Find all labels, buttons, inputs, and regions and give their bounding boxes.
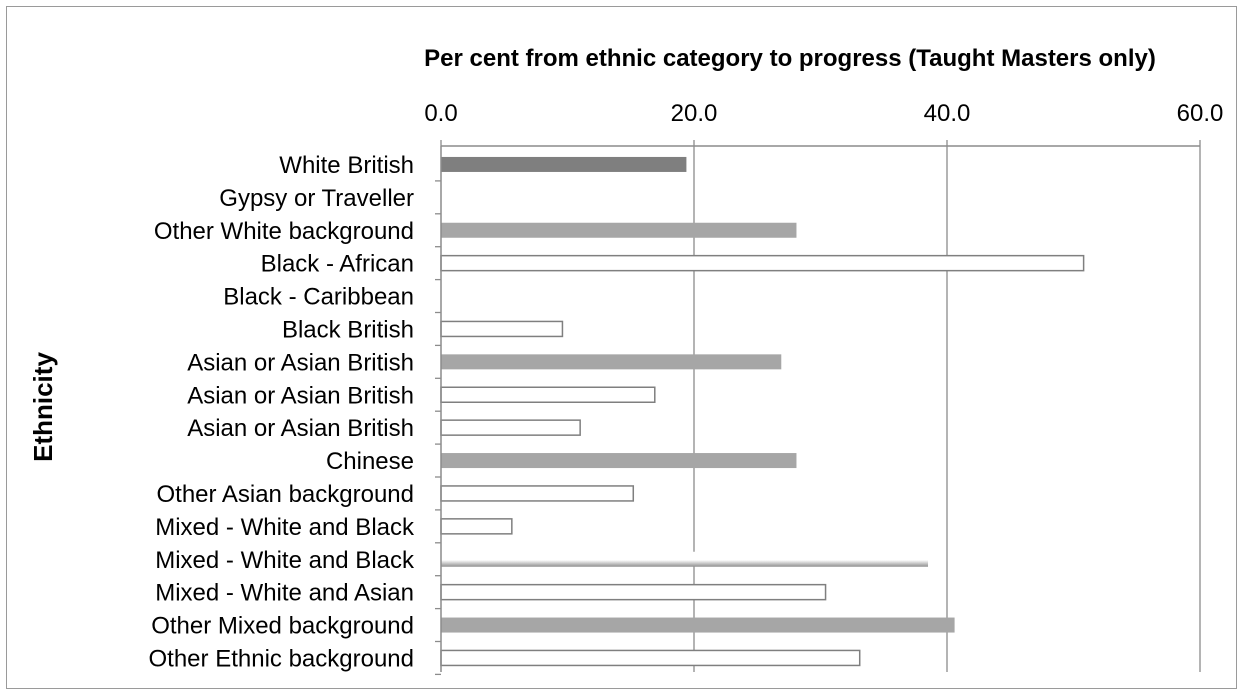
category-label: Mixed - White and Black xyxy=(155,514,415,541)
chart-title: Per cent from ethnic category to progres… xyxy=(424,45,1156,72)
category-labels: White British Gypsy or Traveller Other Whi… xyxy=(149,152,415,673)
bar xyxy=(440,254,1085,272)
category-label: White British xyxy=(279,152,414,179)
x-tick-label: 40.0 xyxy=(924,100,971,127)
category-label: Asian or Asian British xyxy=(187,349,414,376)
x-tick-label: 20.0 xyxy=(671,100,718,127)
category-label: Other Mixed background xyxy=(151,613,414,640)
bar xyxy=(441,551,929,567)
y-axis-label: Ethnicity xyxy=(28,352,58,462)
bar xyxy=(441,156,687,172)
category-label: Gypsy or Traveller xyxy=(219,185,414,212)
x-tick-label: 60.0 xyxy=(1177,100,1224,127)
bar xyxy=(440,583,827,601)
bar xyxy=(440,518,513,535)
category-label: Mixed - White and Black xyxy=(155,547,415,574)
category-label: Black - Caribbean xyxy=(223,284,414,311)
chart-frame xyxy=(6,6,1237,689)
bar xyxy=(440,419,581,436)
category-label: Asian or Asian British xyxy=(187,382,414,409)
category-label: Other Ethnic background xyxy=(149,645,415,672)
category-label: Chinese xyxy=(326,448,414,475)
bar xyxy=(441,354,782,370)
category-label: Other White background xyxy=(154,218,414,245)
category-label: Asian or Asian British xyxy=(187,415,414,442)
bar xyxy=(441,222,797,238)
bar xyxy=(440,320,564,338)
bar xyxy=(440,386,656,403)
bars xyxy=(440,156,1085,667)
category-label: Black - African xyxy=(261,251,414,278)
category-label: Other Asian background xyxy=(157,481,415,508)
category-label: Mixed - White and Asian xyxy=(155,580,414,607)
bar xyxy=(441,453,797,469)
bar xyxy=(440,649,861,667)
x-tick-label: 0.0 xyxy=(424,100,457,127)
category-label: Black British xyxy=(282,316,414,343)
bar xyxy=(440,485,635,502)
bar xyxy=(441,617,955,633)
axes xyxy=(435,140,1201,676)
x-tick-labels: 0.0 20.0 40.0 60.0 xyxy=(424,100,1223,127)
